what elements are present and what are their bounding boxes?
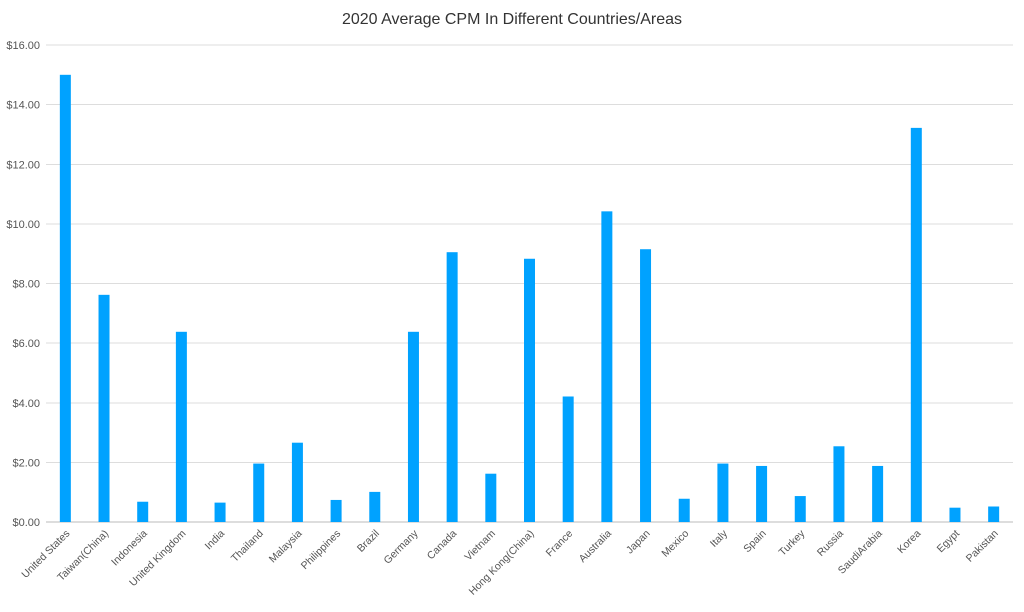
x-tick-label: India (203, 528, 228, 553)
chart-title: 2020 Average CPM In Different Countries/… (342, 11, 682, 28)
x-tick-label: Korea (895, 528, 923, 556)
y-tick-label: $10.00 (6, 219, 40, 231)
bar (446, 252, 458, 522)
x-tick-label: Germany (382, 527, 422, 567)
x-tick-label: Indonesia (109, 528, 150, 569)
x-tick-label: Vietnam (462, 527, 498, 563)
bar (214, 502, 226, 522)
y-tick-label: $6.00 (12, 338, 40, 350)
x-axis-ticks: United StatesTaiwan(China)IndonesiaUnite… (19, 527, 1000, 598)
y-tick-label: $0.00 (12, 517, 40, 529)
bar (485, 473, 497, 522)
bar (949, 507, 961, 522)
y-tick-label: $14.00 (6, 100, 40, 112)
bar (137, 501, 149, 522)
x-tick-label: Malaysia (267, 528, 305, 566)
x-tick-label: Philippines (299, 528, 343, 572)
x-tick-label: Thailand (229, 528, 266, 565)
bar (678, 498, 690, 522)
bar (988, 506, 1000, 522)
x-tick-label: Italy (708, 527, 731, 550)
bar (756, 465, 768, 522)
x-tick-label: Turkey (776, 527, 807, 558)
x-tick-label: Russia (815, 528, 846, 559)
x-tick-label: France (544, 528, 576, 560)
x-tick-label: Hong Kong(China) (467, 528, 537, 598)
bar (562, 396, 574, 522)
bar (59, 74, 71, 522)
bar (407, 331, 419, 522)
y-axis-ticks: $0.00 $2.00 $4.00 $6.00 $8.00 $10.00 $12.00 $14… (6, 40, 40, 529)
y-tick-label: $2.00 (12, 457, 40, 469)
y-tick-label: $12.00 (6, 159, 40, 171)
bar (330, 499, 342, 522)
x-tick-label: Pakistan (964, 528, 1001, 565)
bar (524, 258, 535, 522)
bar (369, 491, 381, 522)
x-tick-label: Australia (577, 528, 614, 565)
bar (833, 446, 845, 522)
bar (175, 331, 187, 522)
x-tick-label: Egypt (935, 528, 963, 556)
bar (291, 442, 303, 522)
x-tick-label: Mexico (659, 528, 691, 560)
bars (59, 74, 1000, 522)
bar (910, 127, 922, 522)
bar (640, 249, 652, 522)
x-tick-label: Japan (624, 528, 653, 557)
bar (601, 211, 613, 522)
bar (717, 463, 729, 522)
x-tick-label: Brazil (355, 528, 382, 555)
bar (872, 465, 884, 522)
bar (794, 496, 806, 522)
y-tick-label: $8.00 (12, 279, 40, 291)
bar (253, 463, 265, 522)
y-tick-label: $4.00 (12, 398, 40, 410)
x-tick-label: Spain (741, 528, 769, 556)
y-tick-label: $16.00 (6, 40, 40, 52)
bar (98, 294, 110, 522)
x-tick-label: Canada (425, 528, 460, 563)
